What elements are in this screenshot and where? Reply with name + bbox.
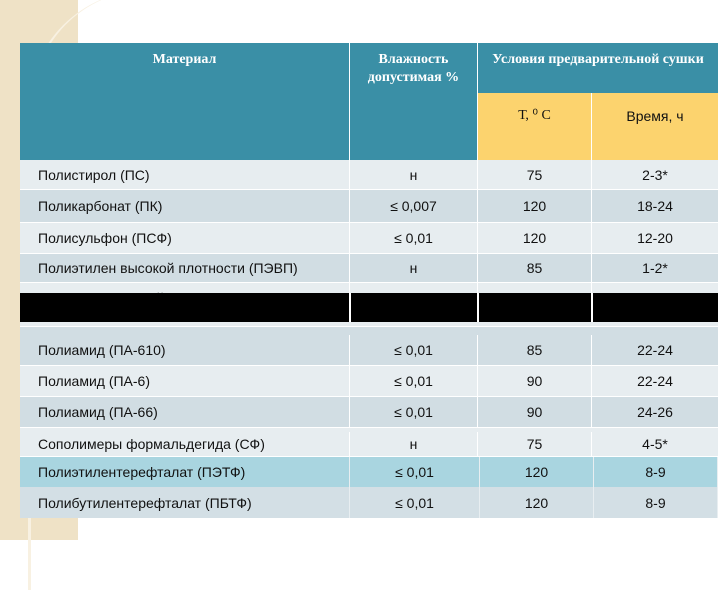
cell-humidity: н	[350, 432, 478, 456]
header-drying: Условия предварительной сушки	[492, 52, 704, 67]
cell-humidity: ≤ 0,01	[350, 487, 480, 518]
cell-time: 22-24	[637, 342, 673, 358]
cell-time: 24-26	[637, 404, 673, 420]
cell-material: Полиэтилентерефталат (ПЭТФ)	[20, 457, 350, 487]
cell-time: 2-3*	[642, 166, 668, 183]
cell-temp: 120	[478, 223, 592, 253]
cell-time: 18-24	[637, 198, 673, 214]
cell-temp: 120	[478, 190, 592, 222]
cell-humidity: н	[350, 254, 478, 282]
table-row: Сополимеры формальдегида (СФ) н 75 4-5*	[20, 428, 718, 457]
cell-material: Полибутилентерефталат (ПБТФ)	[20, 487, 350, 518]
header-material: Материал	[20, 43, 350, 160]
cell-humidity: н	[350, 160, 478, 189]
table-row: Полисульфон (ПСФ) ≤ 0,01 120 12-20	[20, 223, 718, 254]
cell-time: 4-5*	[642, 436, 668, 452]
cell-temp: 75	[478, 432, 592, 456]
cell-material: Полиамид (ПА-66)	[20, 397, 350, 427]
table-row: Полиэтилен высокой плотности (ПЭВП) н 85…	[20, 254, 718, 283]
cell-material: Сополимеры формальдегида (СФ)	[20, 432, 350, 456]
table-row: Полиамид (ПА-66) ≤ 0,01 90 24-26	[20, 397, 718, 428]
redaction-bar	[20, 293, 718, 322]
cell-material: Полисульфон (ПСФ)	[20, 223, 350, 253]
cell-humidity: ≤ 0,01	[350, 335, 478, 365]
cell-time: 22-24	[637, 373, 673, 389]
cell-temp: 90	[478, 366, 592, 396]
cell-humidity: ≤ 0,01	[350, 397, 478, 427]
cell-time: 8-9	[594, 457, 718, 487]
header-temp: Т, ⁰ С	[478, 93, 592, 160]
table-row: Полистирол (ПС) н 75 2-3*	[20, 160, 718, 190]
cell-humidity: ≤ 0,007	[350, 190, 478, 222]
cell-material: Полистирол (ПС)	[20, 160, 350, 189]
table-row: Поликарбонат (ПК) ≤ 0,007 120 18-24	[20, 190, 718, 223]
table-row-highlighted: Полиэтилентерефталат (ПЭТФ) ≤ 0,01 120 8…	[20, 457, 718, 487]
cell-material: Полиэтилен высокой плотности (ПЭВП)	[20, 254, 350, 282]
cell-temp: 75	[478, 160, 592, 189]
cell-time: 1-2*	[642, 260, 668, 276]
cell-temp: 85	[478, 254, 592, 282]
table-header: Материал Влажность допустимая % Условия …	[20, 43, 718, 160]
header-humidity: Влажность допустимая %	[350, 43, 478, 160]
drying-table: Материал Влажность допустимая % Условия …	[20, 43, 718, 518]
table-row: Полиамид (ПА-6) ≤ 0,01 90 22-24	[20, 366, 718, 397]
cell-time: 12-20	[637, 230, 673, 246]
cell-temp: 85	[478, 335, 592, 365]
header-time: Время, ч	[626, 108, 684, 124]
cell-humidity: ≤ 0,01	[350, 366, 478, 396]
cell-temp: 120	[480, 457, 594, 487]
cell-humidity: ≤ 0,01	[350, 457, 480, 487]
cell-humidity: ≤ 0,01	[350, 223, 478, 253]
cell-material: Полиамид (ПА-610)	[20, 335, 350, 365]
cell-time: 8-9	[594, 487, 718, 518]
cell-temp: 90	[478, 397, 592, 427]
cell-material: Полиамид (ПА-6)	[20, 366, 350, 396]
cell-temp: 120	[480, 487, 594, 518]
table-row: Полибутилентерефталат (ПБТФ) ≤ 0,01 120 …	[20, 487, 718, 518]
cell-material: Поликарбонат (ПК)	[20, 190, 350, 222]
table-row: Полиамид (ПА-610) ≤ 0,01 85 22-24	[20, 327, 718, 366]
